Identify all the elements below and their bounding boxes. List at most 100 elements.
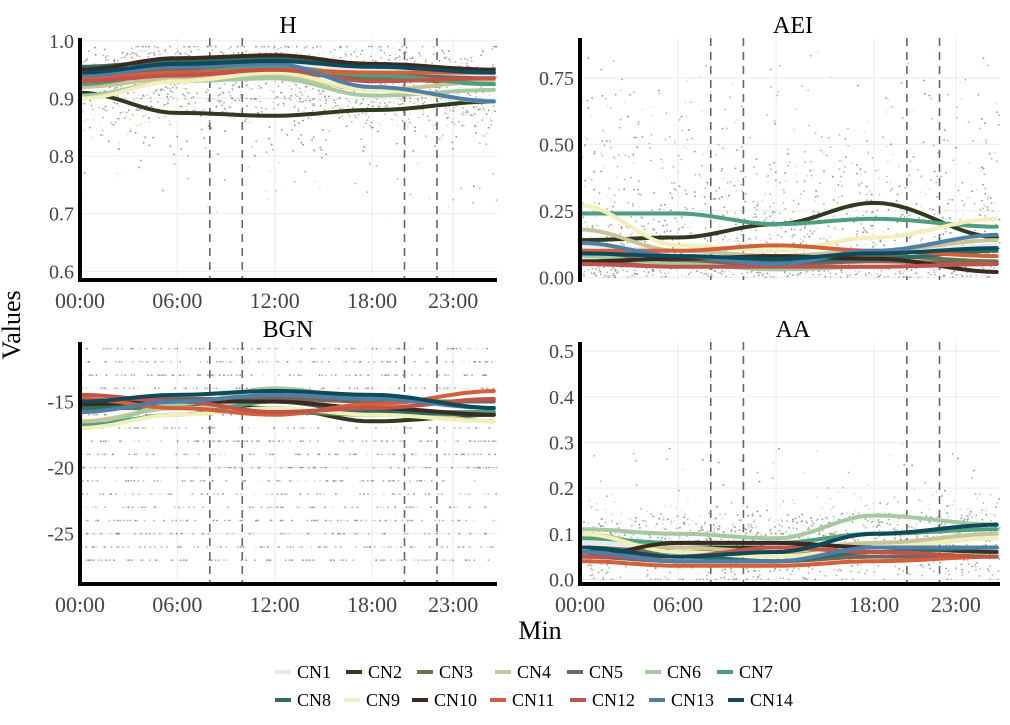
- raw-point: [988, 276, 990, 278]
- raw-point: [424, 101, 426, 103]
- raw-point: [289, 467, 291, 469]
- raw-point: [952, 159, 954, 161]
- raw-point: [395, 520, 397, 522]
- raw-point: [144, 520, 146, 522]
- raw-point: [369, 164, 371, 166]
- raw-point: [480, 546, 482, 548]
- raw-point: [316, 493, 318, 495]
- raw-point: [87, 454, 89, 456]
- raw-point: [945, 573, 947, 575]
- raw-point: [198, 49, 200, 51]
- panel-title: BGN: [263, 317, 314, 343]
- raw-point: [968, 162, 970, 164]
- raw-point: [806, 234, 808, 236]
- raw-point: [424, 559, 426, 561]
- raw-point: [349, 374, 351, 376]
- raw-point: [286, 134, 288, 136]
- raw-point: [313, 98, 315, 100]
- raw-point: [425, 454, 427, 456]
- raw-point: [796, 522, 798, 524]
- raw-point: [176, 136, 178, 138]
- raw-point: [113, 520, 115, 522]
- raw-point: [117, 387, 119, 389]
- raw-point: [431, 99, 433, 101]
- raw-point: [252, 506, 254, 508]
- raw-point: [296, 87, 298, 89]
- raw-point: [872, 242, 874, 244]
- raw-point: [241, 480, 243, 482]
- raw-point: [123, 520, 125, 522]
- raw-point: [323, 493, 325, 495]
- raw-point: [125, 480, 127, 482]
- raw-point: [866, 194, 868, 196]
- raw-point: [165, 86, 167, 88]
- raw-point: [310, 427, 312, 429]
- raw-point: [690, 530, 692, 532]
- raw-point: [671, 182, 673, 184]
- raw-point: [734, 574, 736, 576]
- raw-point: [215, 467, 217, 469]
- raw-point: [280, 506, 282, 508]
- raw-point: [106, 374, 108, 376]
- raw-point: [231, 102, 233, 104]
- raw-point: [219, 361, 221, 363]
- raw-point: [149, 533, 151, 535]
- raw-point: [774, 123, 776, 125]
- raw-point: [896, 200, 898, 202]
- raw-point: [970, 275, 972, 277]
- raw-point: [354, 348, 356, 350]
- raw-point: [769, 164, 771, 166]
- raw-point: [224, 130, 226, 132]
- raw-point: [183, 454, 185, 456]
- raw-point: [984, 173, 986, 175]
- raw-point: [980, 141, 982, 143]
- raw-point: [479, 142, 481, 144]
- raw-point: [861, 271, 863, 273]
- raw-point: [155, 506, 157, 508]
- raw-point: [951, 276, 953, 278]
- raw-point: [980, 209, 982, 211]
- raw-point: [141, 533, 143, 535]
- raw-point: [224, 467, 226, 469]
- raw-point: [187, 467, 189, 469]
- raw-point: [400, 546, 402, 548]
- raw-point: [249, 89, 251, 91]
- raw-point: [83, 130, 85, 132]
- raw-point: [269, 126, 271, 128]
- raw-point: [419, 480, 421, 482]
- raw-point: [728, 195, 730, 197]
- raw-point: [625, 155, 627, 157]
- raw-point: [317, 440, 319, 442]
- raw-point: [488, 127, 490, 129]
- raw-point: [806, 175, 808, 177]
- raw-point: [213, 387, 215, 389]
- raw-point: [715, 154, 717, 156]
- raw-point: [737, 119, 739, 121]
- raw-point: [376, 98, 378, 100]
- raw-point: [178, 427, 180, 429]
- raw-point: [256, 51, 258, 53]
- raw-point: [141, 506, 143, 508]
- raw-point: [455, 440, 457, 442]
- raw-point: [430, 454, 432, 456]
- raw-point: [148, 46, 150, 48]
- raw-point: [258, 93, 260, 95]
- raw-point: [643, 271, 645, 273]
- raw-point: [230, 95, 232, 97]
- raw-point: [700, 272, 702, 274]
- raw-point: [684, 189, 686, 191]
- raw-point: [345, 51, 347, 53]
- raw-point: [221, 104, 223, 106]
- raw-point: [221, 51, 223, 53]
- raw-point: [102, 130, 104, 132]
- raw-point: [207, 493, 209, 495]
- raw-point: [466, 63, 468, 65]
- raw-point: [187, 440, 189, 442]
- raw-point: [144, 348, 146, 350]
- raw-point: [109, 348, 111, 350]
- raw-point: [754, 207, 756, 209]
- raw-point: [361, 102, 363, 104]
- raw-point: [401, 348, 403, 350]
- raw-point: [985, 142, 987, 144]
- raw-point: [471, 454, 473, 456]
